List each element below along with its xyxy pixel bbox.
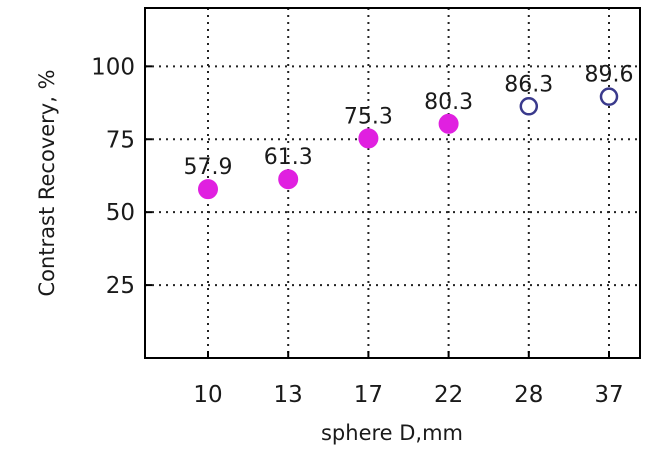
x-tick-label: 13 bbox=[274, 382, 303, 408]
x-axis-label: sphere D,mm bbox=[321, 421, 463, 445]
data-label: 89.6 bbox=[585, 63, 634, 88]
plot-area bbox=[144, 7, 641, 359]
y-tick-label: 50 bbox=[106, 200, 135, 226]
y-tick-label: 75 bbox=[106, 127, 135, 153]
data-point bbox=[198, 179, 218, 200]
data-point bbox=[358, 128, 379, 149]
x-tick-label: 17 bbox=[354, 382, 383, 408]
y-axis: 25 50 75 100 bbox=[91, 54, 152, 299]
x-tick-label: 22 bbox=[434, 382, 463, 408]
y-axis-label: Contrast Recovery, % bbox=[35, 69, 59, 296]
x-tick-label: 28 bbox=[514, 382, 543, 408]
y-tick-label: 25 bbox=[106, 273, 135, 299]
x-tick-label: 10 bbox=[193, 382, 222, 408]
x-axis: 10 13 17 22 28 37 bbox=[193, 351, 624, 408]
y-tick-label: 100 bbox=[91, 54, 135, 80]
data-point bbox=[599, 87, 619, 106]
data-points bbox=[198, 87, 619, 200]
data-labels: 57.9 61.3 75.3 80.3 86.3 89.6 bbox=[184, 63, 634, 180]
x-tick-label: 37 bbox=[594, 382, 623, 408]
data-label: 61.3 bbox=[264, 145, 313, 170]
data-label: 86.3 bbox=[504, 72, 553, 97]
data-point bbox=[438, 113, 459, 134]
data-point bbox=[519, 97, 539, 116]
data-point bbox=[278, 169, 299, 190]
data-label: 75.3 bbox=[344, 104, 393, 129]
data-label: 80.3 bbox=[424, 90, 473, 115]
data-label: 57.9 bbox=[184, 155, 233, 180]
grid-lines bbox=[145, 8, 640, 358]
